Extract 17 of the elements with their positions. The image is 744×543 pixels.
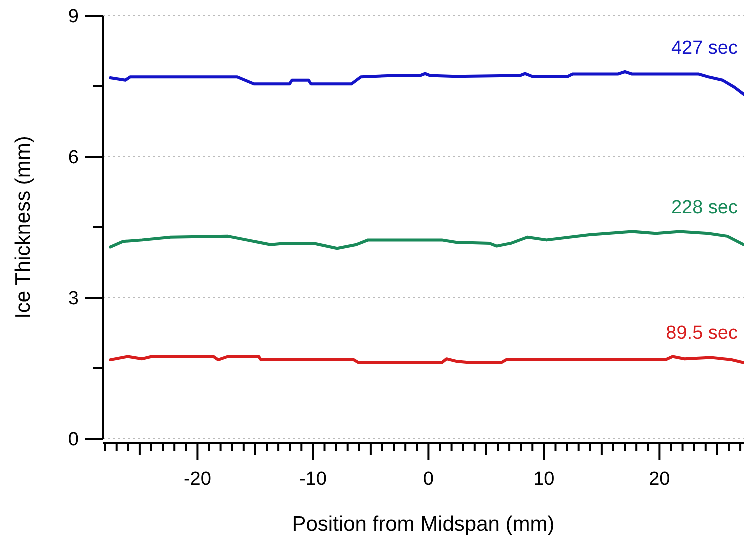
line-series xyxy=(109,230,744,250)
y-tick-label: 3 xyxy=(68,288,79,310)
x-axis-title: Position from Midspan (mm) xyxy=(292,513,555,536)
y-tick-label: 9 xyxy=(68,6,79,28)
x-tick-label: 20 xyxy=(649,469,670,490)
y-axis-title: Ice Thickness (mm) xyxy=(12,136,35,319)
line-series xyxy=(109,70,744,96)
series-label: 89.5 sec xyxy=(666,322,738,344)
x-tick-label: -10 xyxy=(299,469,327,490)
y-tick-label: 6 xyxy=(68,148,79,169)
y-tick-label: 0 xyxy=(68,430,79,451)
x-tick-label: -20 xyxy=(184,469,212,490)
x-tick-label: 0 xyxy=(423,469,434,490)
x-tick-label: 10 xyxy=(534,469,555,490)
line-series xyxy=(109,355,744,364)
series-label: 228 sec xyxy=(671,198,738,219)
series-label: 427 sec xyxy=(671,38,738,59)
